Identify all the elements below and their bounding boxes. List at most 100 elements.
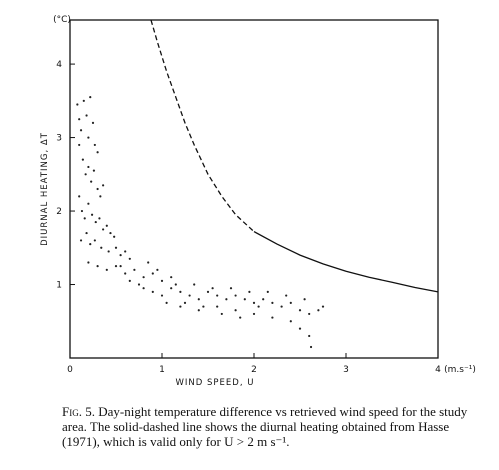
y-axis-label: DIURNAL HEATING, ΔT [40, 132, 50, 246]
data-point [151, 290, 154, 293]
data-point [107, 250, 110, 253]
hasse-dashed-curve [150, 19, 255, 233]
data-point [85, 114, 88, 117]
data-point [243, 298, 246, 301]
data-point [87, 136, 90, 139]
x-tick-label: 4 [435, 365, 441, 375]
data-point [151, 272, 154, 275]
data-point [79, 129, 83, 132]
data-point [142, 287, 145, 290]
data-point [81, 158, 84, 161]
data-point [82, 99, 85, 102]
data-point [252, 301, 256, 304]
data-point [160, 294, 164, 297]
data-point [179, 305, 182, 308]
x-tick-label: 0 [67, 365, 73, 375]
data-point [271, 301, 274, 304]
data-point [280, 305, 283, 308]
x-tick-label: 2 [251, 365, 257, 375]
data-point [165, 301, 168, 304]
data-point [156, 268, 159, 271]
data-point [174, 283, 177, 286]
data-point [206, 290, 210, 293]
data-point [220, 312, 223, 316]
data-point [309, 345, 313, 349]
data-point [211, 287, 214, 290]
data-point [142, 276, 145, 279]
data-point [113, 235, 116, 238]
data-point [170, 276, 173, 279]
data-point [216, 305, 219, 308]
data-point [321, 305, 325, 308]
data-point [289, 301, 292, 304]
data-point [98, 217, 101, 220]
scatter-chart: 0 1 2 3 4 1 2 3 4 (°C) (m.s⁻¹) WIND SPEED, U DIU… [40, 15, 476, 388]
data-point [105, 224, 108, 227]
data-point [94, 220, 97, 224]
y-tick-label: 1 [56, 281, 62, 291]
data-point [179, 290, 182, 293]
data-point [100, 246, 103, 249]
data-point [147, 261, 150, 264]
data-point [225, 298, 228, 301]
data-point [102, 228, 105, 231]
y-unit-label: (°C) [53, 15, 71, 25]
data-point [114, 246, 118, 249]
data-point [87, 165, 90, 169]
data-point [96, 187, 99, 191]
data-point [133, 268, 136, 271]
data-point [119, 265, 122, 268]
data-point [252, 312, 256, 316]
data-point [234, 309, 237, 312]
data-point [83, 217, 86, 220]
data-point [87, 261, 90, 264]
x-tick-label: 1 [159, 365, 165, 375]
data-point [266, 290, 269, 293]
data-point [128, 257, 131, 260]
plot-frame [69, 19, 439, 359]
data-point [197, 309, 200, 312]
x-unit-label: (m.s⁻¹) [444, 365, 476, 375]
data-point [303, 298, 306, 301]
x-axis-label: WIND SPEED, U [176, 378, 255, 388]
data-point [202, 305, 205, 308]
data-point [79, 239, 83, 242]
data-point [308, 334, 311, 338]
data-point [317, 309, 320, 312]
data-point [102, 184, 105, 187]
y-tick-label: 4 [56, 60, 62, 70]
data-point [197, 298, 200, 301]
data-point [78, 195, 81, 198]
data-point [105, 268, 108, 271]
data-point [124, 272, 127, 275]
data-point [89, 96, 92, 99]
data-point [92, 169, 96, 172]
data-point [137, 283, 141, 286]
data-point [91, 121, 95, 124]
data-point [298, 309, 302, 312]
data-point [119, 254, 122, 257]
data-point [90, 213, 94, 216]
data-point [124, 250, 127, 253]
data-point [84, 173, 87, 176]
data-point [109, 231, 112, 235]
data-point [298, 327, 302, 330]
data-point [170, 287, 173, 290]
data-point [76, 103, 79, 106]
data-point [183, 301, 187, 304]
figure-caption: Fig. 5. Day-night temperature difference… [62, 404, 482, 449]
data-point [239, 316, 242, 319]
data-point [99, 195, 102, 198]
data-point [285, 294, 288, 297]
data-point [308, 312, 311, 316]
data-point [96, 151, 99, 154]
data-point [89, 243, 92, 246]
data-point [96, 265, 99, 268]
data-point [93, 143, 96, 147]
caption-figure-label: Fig. 5. [62, 404, 95, 419]
data-point [78, 118, 81, 121]
hasse-solid-curve [253, 231, 439, 293]
data-point [229, 287, 233, 290]
data-point [87, 202, 90, 205]
data-point [271, 316, 274, 319]
